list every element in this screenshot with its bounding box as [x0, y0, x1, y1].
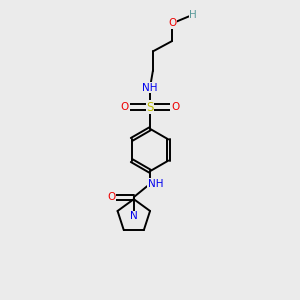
Text: O: O [168, 18, 176, 28]
Text: O: O [171, 102, 179, 112]
Text: O: O [121, 102, 129, 112]
Text: O: O [107, 192, 115, 202]
Text: N: N [130, 211, 138, 221]
Text: NH: NH [142, 82, 158, 93]
Text: H: H [189, 10, 197, 20]
Text: S: S [146, 101, 154, 114]
Text: NH: NH [148, 179, 163, 189]
